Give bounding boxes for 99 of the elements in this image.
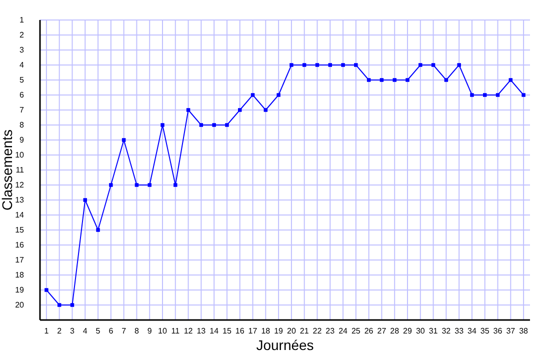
x-tick-label: 30 [416,326,426,336]
point [174,183,178,187]
x-tick-label: 38 [519,326,529,336]
point [225,123,229,127]
x-tick-label: 23 [326,326,336,336]
point [148,183,152,187]
y-tick-label: 16 [15,240,25,250]
y-tick-label: 14 [15,210,25,220]
y-tick-label: 18 [15,270,25,280]
x-tick-label: 31 [428,326,438,336]
y-tick-label: 6 [20,90,25,100]
point [109,183,113,187]
x-tick-label: 37 [506,326,516,336]
x-tick-label: 28 [390,326,400,336]
y-tick-label: 4 [20,60,25,70]
point [406,78,410,82]
point [160,123,164,127]
x-tick-label: 7 [122,326,127,336]
point [470,93,474,97]
point [122,138,126,142]
x-tick-label: 19 [274,326,284,336]
x-tick-label: 21 [300,326,310,336]
point [238,108,242,112]
point [290,63,294,67]
y-tick-label: 10 [15,150,25,160]
point [276,93,280,97]
x-tick-label: 8 [134,326,140,336]
point [418,63,422,67]
x-tick-label: 11 [171,326,180,336]
x-tick-label: 2 [57,326,62,336]
x-tick-label: 35 [480,326,490,336]
y-tick-label: 17 [15,256,25,265]
y-tick-label: 20 [15,300,25,310]
y-tick-label: 5 [20,76,25,85]
x-tick-label: 24 [338,326,348,336]
x-tick-label: 3 [70,326,76,336]
y-tick-label: 15 [15,226,25,235]
x-tick-label: 17 [248,326,258,336]
x-tick-label: 36 [493,326,503,336]
point [444,78,448,82]
point [482,93,487,97]
line-series [44,63,526,307]
x-tick-label: 20 [286,326,296,336]
y-tick-label: 12 [15,180,25,190]
x-tick-label: 6 [108,326,114,336]
x-tick-label: 5 [96,326,101,336]
point [134,183,139,187]
y-tick-label: 11 [16,166,25,175]
point [96,228,100,232]
x-tick-label: 33 [454,326,464,336]
x-tick-label: 4 [82,326,88,336]
y-tick-label: 19 [15,286,25,295]
point [70,303,74,307]
x-tick-label: 10 [158,326,168,336]
point [250,93,255,97]
y-axis-title: Classements [0,130,15,210]
point [315,63,320,67]
x-tick-label: 12 [184,326,194,336]
point [212,123,216,127]
x-tick-label: 18 [261,326,271,336]
point [341,63,345,67]
y-tick-label: 8 [20,120,25,130]
x-tick-label: 16 [235,326,245,336]
point [57,303,62,307]
y-tick-label: 2 [20,30,25,40]
x-tick-label: 25 [351,326,361,336]
y-tick-label: 9 [20,136,25,145]
point [508,78,513,82]
point [522,93,526,97]
x-tick-label: 22 [312,326,322,336]
x-tick-label: 27 [377,326,387,336]
x-tick-label: 32 [442,326,452,336]
point [302,63,306,67]
y-tick-label: 1 [20,16,25,25]
point [199,123,204,127]
x-tick-label: 1 [44,326,50,336]
point [496,93,500,97]
y-tick-label: 7 [20,106,25,115]
y-tick-label: 3 [20,46,25,55]
point [83,198,88,202]
point [328,63,332,67]
point [264,108,268,112]
point [457,63,461,67]
x-tick-label: 34 [468,326,477,336]
point [366,78,371,82]
point [354,63,358,67]
x-axis-title: Journées [256,337,314,353]
point [380,78,384,82]
point [186,108,190,112]
point [44,288,48,292]
x-tick-label: 13 [196,326,206,336]
x-tick-label: 29 [403,326,412,336]
point [392,78,396,82]
x-tick-label: 26 [364,326,374,336]
x-tick-label: 15 [222,326,232,336]
y-tick-label: 13 [15,196,25,205]
point [431,63,436,67]
x-tick-label: 9 [147,326,152,336]
x-tick-label: 14 [210,326,220,336]
